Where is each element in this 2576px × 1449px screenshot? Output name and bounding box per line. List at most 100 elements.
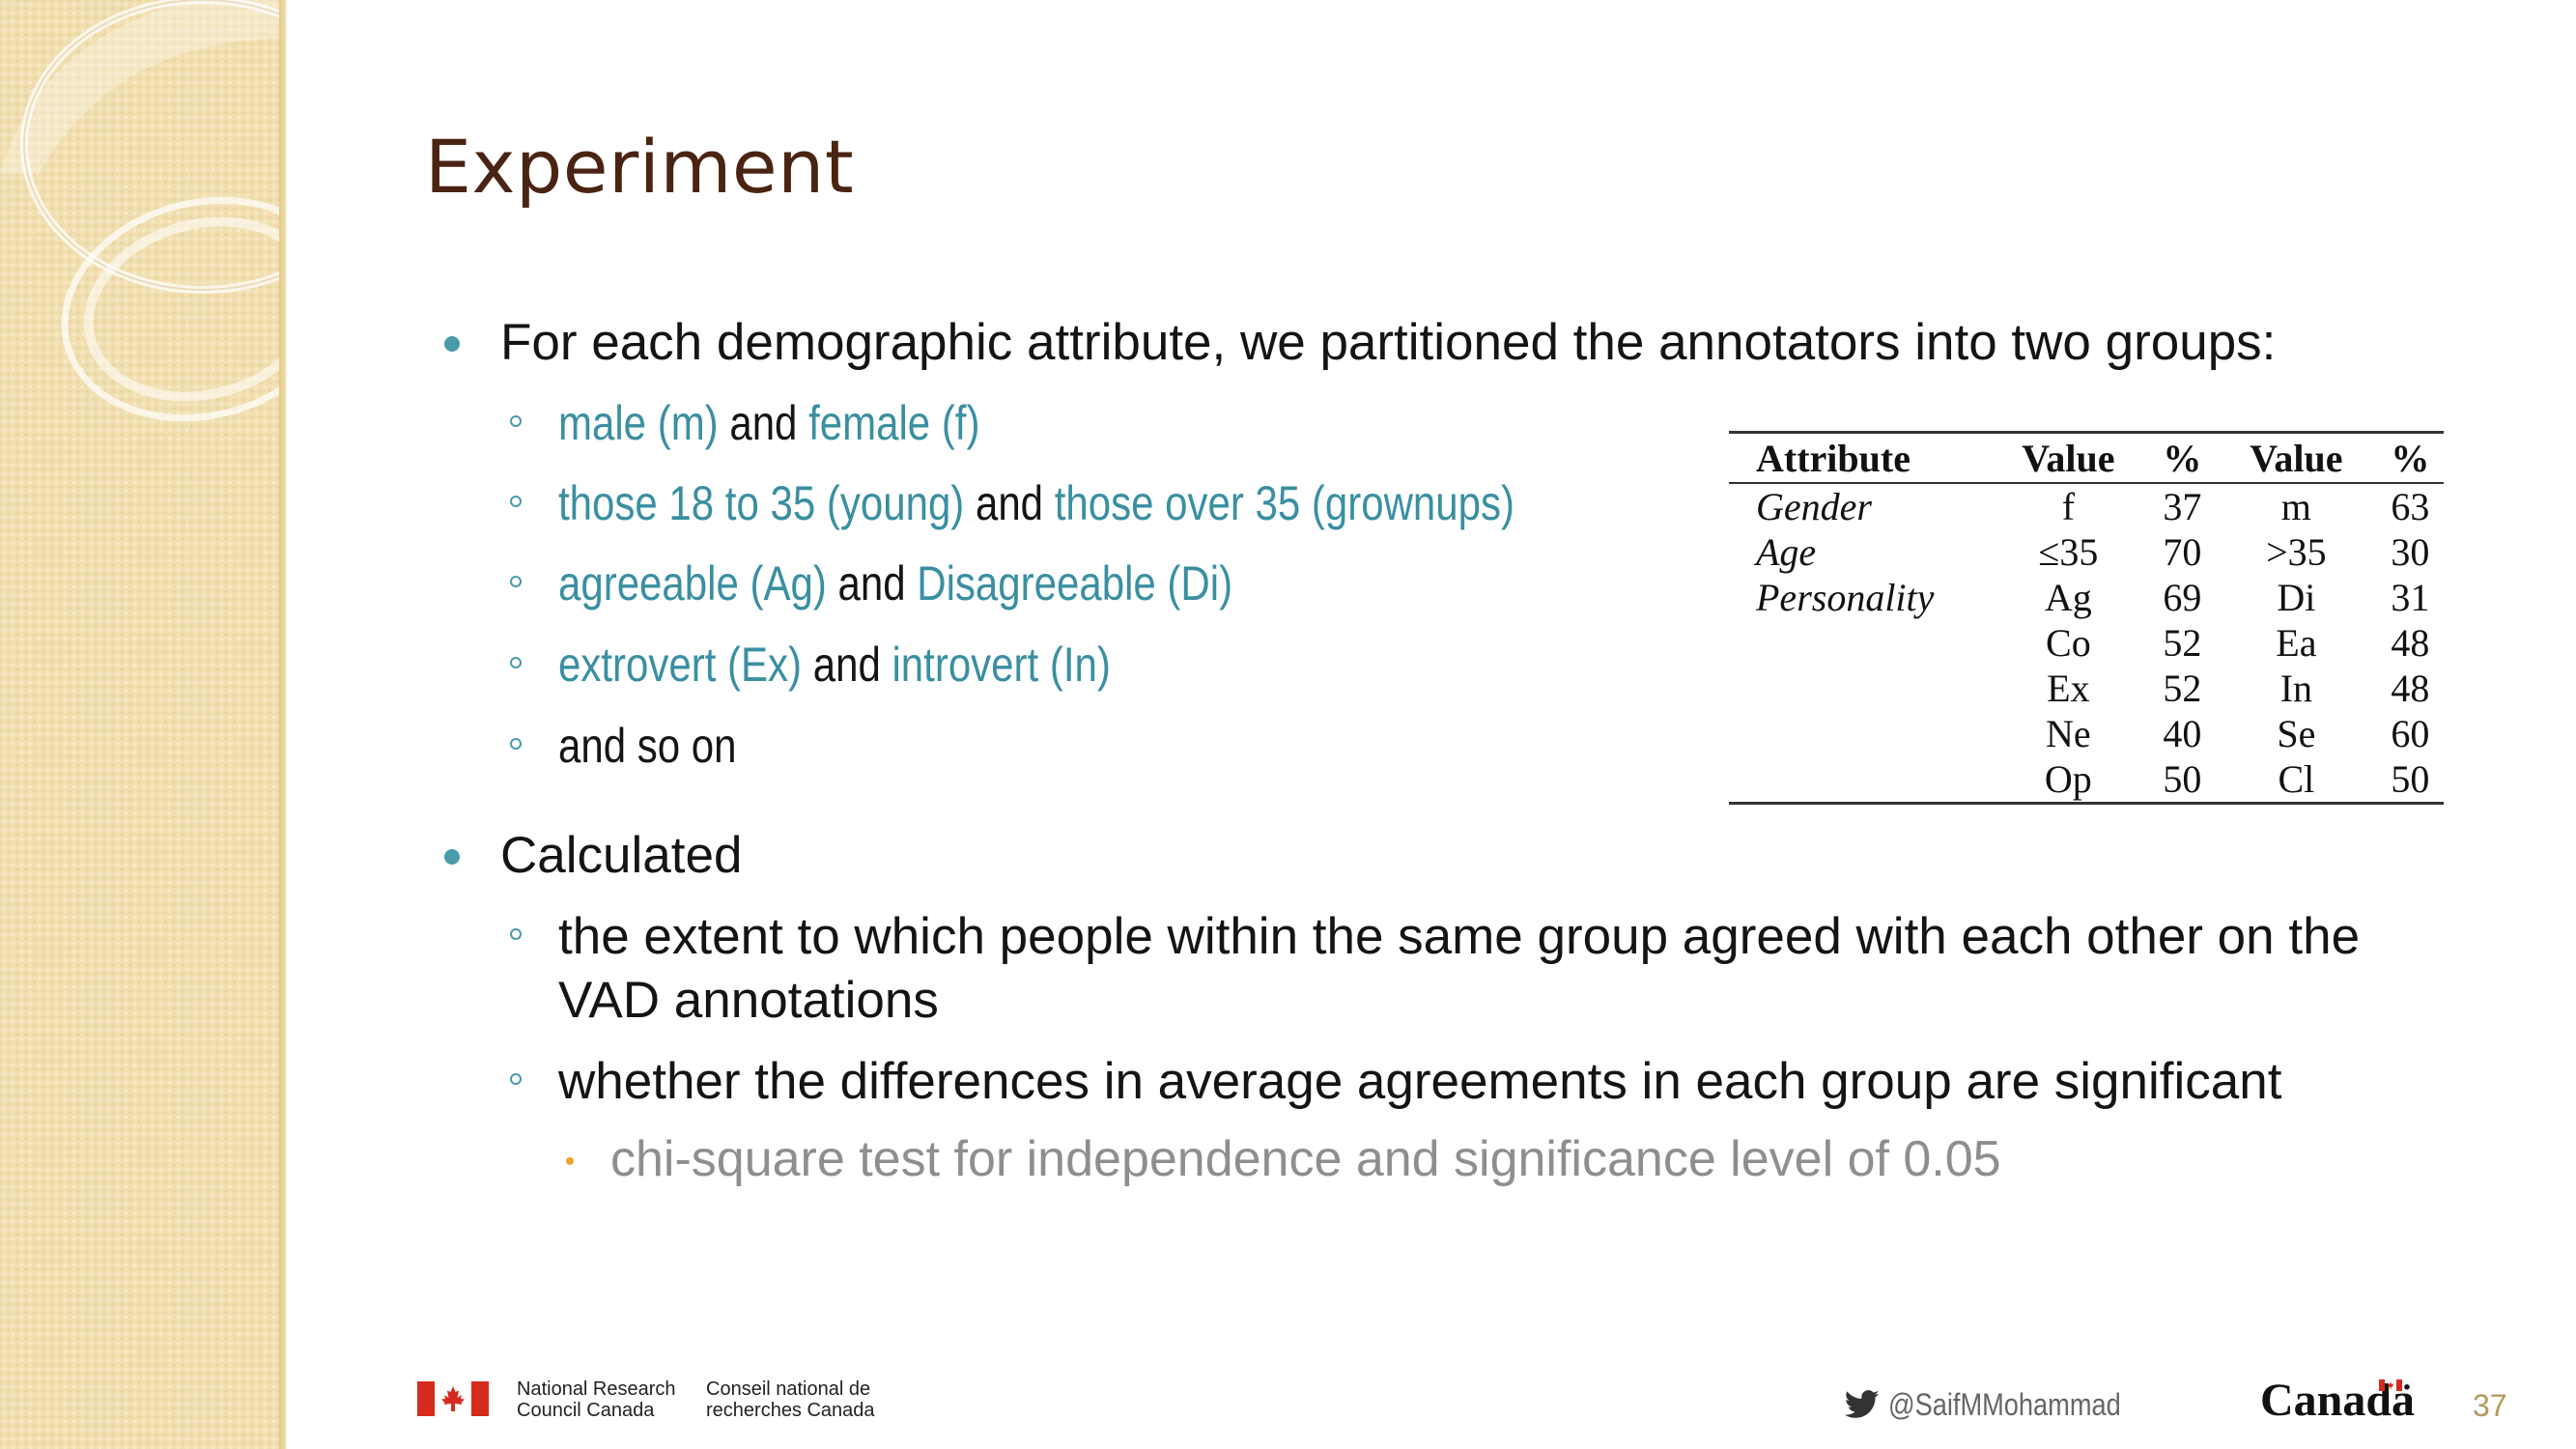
table-cell: Age [1756,530,1817,574]
group-b-label: Disagreeable (Di) [917,556,1233,611]
table-cell: Di [2277,576,2316,619]
table-cell: 37 [2163,485,2202,528]
group-a-label: those 18 to 35 (young) [558,476,965,530]
table-cell: 60 [2391,712,2430,755]
table-cell: Op [2044,757,2092,801]
canada-flag-icon [417,1381,489,1416]
bullet-text: For each demographic attribute, we parti… [500,314,2277,371]
join-word: and [826,556,918,611]
sub-bullet-circle-icon [510,738,522,750]
org-name-french: Conseil national de recherches Canada [706,1378,875,1421]
table-cell: Co [2046,621,2091,665]
twitter-bird-icon [1844,1390,1880,1418]
table-cell: Ne [2046,712,2091,755]
sub-bullet-gender: male (m) and female (f) [510,392,1061,455]
table-header-row: Attribute Value % Value % [1729,432,2444,483]
sub-bullet-differences: whether the differences in average agree… [510,1050,2282,1114]
sub-bullet-circle-icon [510,657,522,668]
table-cell: ≤35 [2038,530,2099,574]
table-header: Value [2250,436,2343,480]
table-row: Gender f 37 m 63 [1729,483,2444,529]
sub-bullet-circle-icon [510,928,522,940]
table-cell [1729,756,1988,804]
org-name-english: National Research Council Canada [517,1378,676,1421]
table-cell [1729,711,1988,756]
table-cell: 52 [2163,621,2202,665]
table-cell: 50 [2163,757,2202,801]
table-cell: Cl [2278,757,2315,801]
sub-bullet-text: chi-square test for independence and sig… [610,1131,2001,1187]
table-cell: 52 [2163,667,2202,710]
group-a-label: extrovert (Ex) [558,638,803,692]
sub-bullet-text: whether the differences in average agree… [558,1053,2282,1110]
join-word: and [802,638,892,692]
page-number: 37 [2473,1388,2507,1423]
table-cell: Se [2277,712,2316,755]
table-cell: 63 [2391,485,2430,528]
table-row: Ne 40 Se 60 [1729,711,2444,756]
join-word: and [964,476,1055,530]
table-cell: 50 [2391,757,2430,801]
twitter-handle-text: @SaifMMohammad [1887,1387,2121,1422]
table-cell: 69 [2163,576,2202,619]
sub-bullet-circle-icon [510,415,522,427]
table-header: Attribute [1756,436,1911,480]
table-cell: 48 [2391,667,2430,710]
table-row: Op 50 Cl 50 [1729,756,2444,804]
table-cell: 31 [2391,576,2430,619]
wordmark-flag-icon [2379,1379,2402,1391]
sub-bullet-circle-icon [510,496,522,507]
table-row: Co 52 Ea 48 [1729,620,2444,666]
org-name-line: Council Canada [517,1400,655,1421]
org-name-line: National Research [517,1378,676,1400]
table-header: % [2163,436,2202,480]
table-cell: Ex [2047,667,2090,710]
sub-bullet-agreeable: agreeable (Ag) and Disagreeable (Di) [510,553,1361,615]
table-cell: >35 [2266,530,2327,574]
table-cell: 70 [2163,530,2202,574]
group-a-label: male (m) [558,396,719,450]
sub-bullet-circle-icon [510,1073,522,1085]
sub-bullet-text: the extent to which people within the sa… [558,908,2361,1030]
bullet-dot-icon [444,336,460,352]
table-row: Ex 52 In 48 [1729,666,2444,711]
table-cell: 40 [2163,712,2202,755]
table-row: Personality Ag 69 Di 31 [1729,575,2444,620]
sub-sub-bullet-chi-square: chi-square test for independence and sig… [566,1128,2001,1191]
bullet-dot-icon [444,849,460,865]
bullet-calculated: Calculated [444,824,743,888]
join-word: and [718,396,809,450]
table-cell: Ea [2276,621,2317,665]
table-cell: Personality [1756,576,1935,619]
sub-bullet-text: and so on [558,719,737,773]
table-cell: Ag [2044,576,2092,619]
sub-bullet-extent: the extent to which people within the sa… [510,905,2471,1034]
sub-bullet-extrovert: extrovert (Ex) and introvert (In) [510,634,1216,696]
bullet-partition: For each demographic attribute, we parti… [444,311,2277,375]
slide-title: Experiment [425,124,855,210]
group-a-label: agreeable (Ag) [558,556,827,611]
table-cell [1729,666,1988,711]
group-b-label: female (f) [808,396,980,450]
canada-wordmark: Canadä [2260,1374,2415,1427]
decorative-sidebar [0,0,286,1449]
org-name-line: recherches Canada [706,1400,875,1421]
decorative-rings [0,0,286,422]
demographics-table: Attribute Value % Value % Gender f 37 m … [1729,431,2444,805]
table-cell [1729,620,1988,666]
table-header: Value [2022,436,2115,480]
table-cell: 30 [2391,530,2430,574]
table-cell: m [2280,485,2311,528]
table-cell: Gender [1756,485,1872,528]
sub-sub-bullet-icon [566,1157,574,1165]
canada-wordmark-text: Canadä [2260,1375,2416,1426]
sub-bullet-and-so-on: and so on [510,715,771,778]
group-b-label: introvert (In) [892,638,1111,692]
table-cell: 48 [2391,621,2430,665]
sub-bullet-circle-icon [510,576,522,587]
table-row: Age ≤35 70 >35 30 [1729,529,2444,575]
org-name-line: Conseil national de [706,1378,871,1400]
table-cell: f [2061,485,2076,528]
sub-bullet-age: those 18 to 35 (young) and those over 35… [510,472,1697,535]
bullet-text: Calculated [500,827,743,884]
